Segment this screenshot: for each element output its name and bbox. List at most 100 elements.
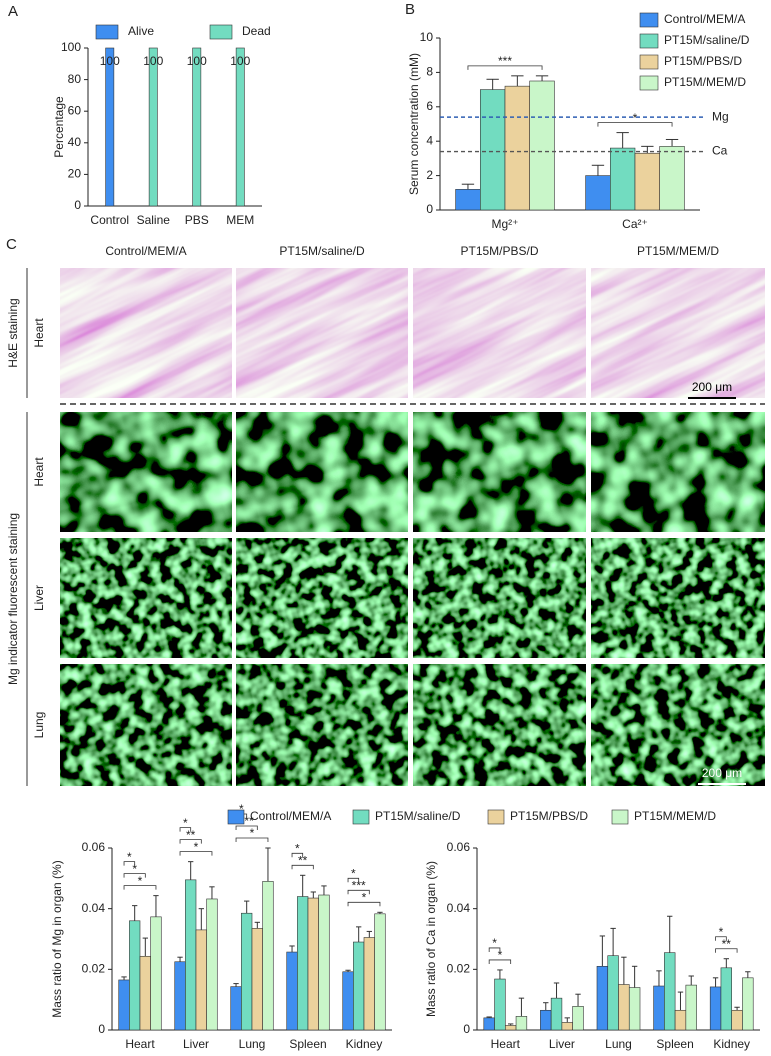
bar <box>363 937 375 1031</box>
y-tick-label: 0 <box>463 1022 470 1036</box>
legend-swatch <box>352 809 370 825</box>
error-bar <box>321 885 327 896</box>
bar <box>195 929 207 1031</box>
legend-label: PT15M/MEM/D <box>634 809 716 823</box>
error-bar <box>507 1023 514 1026</box>
error-bar <box>153 895 159 917</box>
bar <box>659 146 685 211</box>
micrograph <box>591 538 765 658</box>
error-bar <box>667 915 673 953</box>
significance-label: * <box>492 936 497 950</box>
error-bar <box>254 921 260 929</box>
row-label: Liver <box>32 585 46 611</box>
significance-bracket <box>488 947 501 952</box>
error-bar <box>543 1002 549 1011</box>
bar <box>494 978 506 1031</box>
micrograph <box>236 538 408 658</box>
bar <box>634 152 661 211</box>
significance-label: * <box>127 850 132 864</box>
x-tick-label: Spleen <box>656 1037 693 1051</box>
significance-bracket <box>347 901 381 907</box>
legend-label: Dead <box>242 24 271 38</box>
panel-label: B <box>405 1 415 18</box>
bar <box>664 952 676 1031</box>
bar <box>185 879 197 1031</box>
error-bar <box>511 75 524 87</box>
bar <box>515 1016 528 1031</box>
significance-label: * <box>138 874 143 888</box>
error-bar <box>723 958 730 968</box>
micrograph <box>591 268 765 398</box>
scale-bar-label: 200 μm <box>692 380 732 394</box>
error-bar <box>497 969 503 980</box>
error-bar <box>616 132 629 149</box>
data-label: 100 <box>100 54 120 68</box>
error-bar <box>734 1006 740 1011</box>
x-tick-label: Ca²⁺ <box>622 217 648 231</box>
y-tick-label: 20 <box>68 167 82 181</box>
bar <box>685 984 697 1031</box>
significance-label: * <box>239 802 244 816</box>
legend-label: PT15M/PBS/D <box>510 809 588 823</box>
significance-bracket <box>715 948 738 953</box>
legend-label: PT15M/saline/D <box>375 809 461 823</box>
group-label: Mg indicator fluorescent staining <box>6 513 20 685</box>
significance-label: * <box>719 925 724 939</box>
y-tick-label: 0.06 <box>447 840 471 854</box>
bar <box>192 47 202 207</box>
panel-label: A <box>8 3 18 20</box>
x-tick-label: PBS <box>185 213 209 227</box>
data-label: 100 <box>230 54 250 68</box>
legend-swatch <box>487 809 505 825</box>
significance-label: ** <box>186 828 196 842</box>
bar <box>342 971 354 1031</box>
legend-swatch <box>95 24 119 40</box>
y-axis-title: Percentage <box>52 96 66 158</box>
significance-bracket <box>715 936 727 941</box>
significance-bracket <box>488 959 512 964</box>
bar <box>479 89 506 211</box>
error-bar <box>535 75 549 81</box>
significance-label: *** <box>498 54 512 68</box>
bar <box>561 1022 573 1031</box>
y-tick-label: 4 <box>426 133 433 147</box>
y-tick-label: 100 <box>61 40 81 54</box>
bar <box>318 894 330 1031</box>
micrograph <box>591 664 765 786</box>
bar <box>504 85 531 211</box>
significance-label: * <box>351 866 356 880</box>
error-bar <box>712 977 719 987</box>
x-tick-label: Kidney <box>713 1037 750 1051</box>
micrograph <box>60 412 232 532</box>
micrograph <box>60 538 232 658</box>
y-tick-label: 8 <box>426 65 433 79</box>
significance-bracket <box>291 852 304 858</box>
legend-swatch <box>639 54 659 70</box>
legend-label: PT15M/MEM/D <box>664 75 746 89</box>
panel-label: C <box>6 236 17 253</box>
significance-bracket <box>179 851 213 856</box>
micrograph <box>591 412 765 532</box>
bar <box>529 80 555 211</box>
significance-bracket <box>179 839 202 844</box>
micrograph <box>60 664 232 786</box>
y-tick-label: 10 <box>420 30 434 44</box>
data-label: 100 <box>143 54 163 68</box>
y-tick-label: 0.02 <box>447 962 471 976</box>
x-tick-label: Spleen <box>289 1037 326 1051</box>
legend-swatch <box>639 12 659 28</box>
x-tick-label: Liver <box>549 1037 575 1051</box>
x-tick-label: Lung <box>239 1037 266 1051</box>
bar <box>504 1025 517 1031</box>
legend-label: PT15M/saline/D <box>664 33 750 47</box>
significance-bracket <box>597 122 673 127</box>
group-label: H&E staining <box>6 298 20 367</box>
x-tick-label: Kidney <box>346 1037 383 1051</box>
bar <box>628 987 641 1031</box>
y-tick-label: 40 <box>68 135 82 149</box>
bar <box>353 941 365 1031</box>
significance-label: ** <box>298 853 308 867</box>
significance-label: * <box>183 816 188 830</box>
bar <box>139 955 151 1031</box>
